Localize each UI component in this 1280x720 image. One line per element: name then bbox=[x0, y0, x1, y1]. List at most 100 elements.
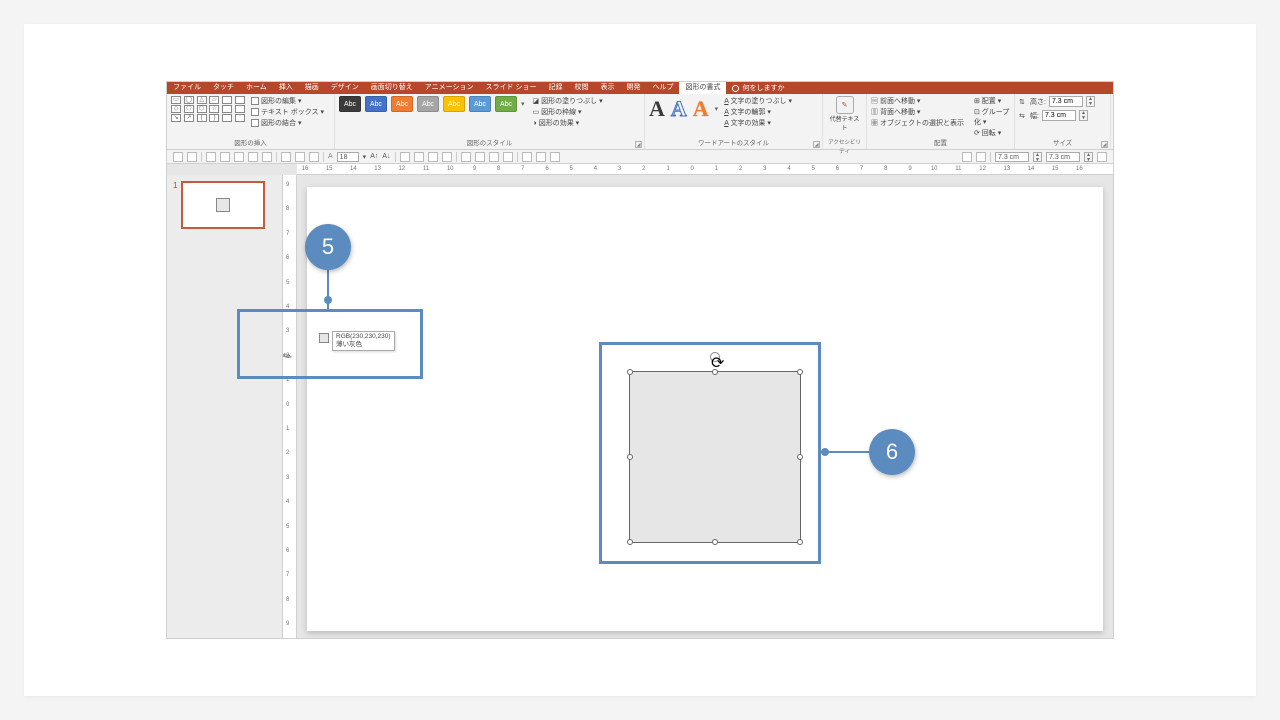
height-input[interactable] bbox=[1049, 96, 1083, 107]
slide-canvas[interactable]: ⟳ bbox=[297, 175, 1113, 638]
more-wordart-button[interactable]: ▾ bbox=[715, 105, 719, 113]
qat-button[interactable] bbox=[309, 152, 319, 162]
resize-handle[interactable] bbox=[712, 369, 718, 375]
height-spinner[interactable]: ▲▼ bbox=[1086, 96, 1095, 107]
ribbon-tab[interactable]: アニメーション bbox=[419, 82, 480, 94]
group-button[interactable]: ⊡ グループ化 ▾ bbox=[974, 107, 1010, 127]
qat-button[interactable] bbox=[187, 152, 197, 162]
qat-button[interactable] bbox=[234, 152, 244, 162]
qat-button[interactable] bbox=[475, 152, 485, 162]
font-size-input[interactable]: 18 bbox=[337, 152, 359, 162]
qat-button[interactable] bbox=[461, 152, 471, 162]
text-outline-button[interactable]: A 文字の輪郭 ▾ bbox=[724, 107, 792, 117]
more-presets-button[interactable]: ▾ bbox=[521, 100, 525, 108]
selected-shape[interactable]: ⟳ bbox=[629, 371, 801, 543]
shapes-gallery[interactable]: ▭◯△▱ ◇⬠⬡☆ ↘↗{} bbox=[171, 96, 247, 122]
ribbon-tab[interactable]: 挿入 bbox=[273, 82, 299, 94]
qat-spinner[interactable]: ▲▼ bbox=[1033, 152, 1042, 162]
ribbon-tab[interactable]: タッチ bbox=[207, 82, 240, 94]
style-preset[interactable]: Abc bbox=[417, 96, 439, 112]
qat-button[interactable] bbox=[503, 152, 513, 162]
dialog-launcher-icon[interactable]: ◢ bbox=[1101, 141, 1108, 148]
qat-button[interactable] bbox=[442, 152, 452, 162]
qat-button[interactable] bbox=[1097, 152, 1107, 162]
qat-button[interactable] bbox=[550, 152, 560, 162]
bring-forward-button[interactable]: ▤ 前面へ移動 ▾ bbox=[871, 96, 964, 106]
text-effects-button[interactable]: A 文字の効果 ▾ bbox=[724, 118, 792, 128]
qat-button[interactable] bbox=[206, 152, 216, 162]
ribbon-tab[interactable]: 記録 bbox=[542, 82, 568, 94]
alt-text-button[interactable]: ✎ 代替テキスト bbox=[830, 96, 860, 132]
style-preset[interactable]: Abc bbox=[443, 96, 465, 112]
resize-handle[interactable] bbox=[797, 454, 803, 460]
qat-button[interactable] bbox=[428, 152, 438, 162]
shape-effects-button[interactable]: ◑ 図形の効果 ▾ bbox=[533, 118, 603, 128]
selection-pane-button[interactable]: ▦ オブジェクトの選択と表示 bbox=[871, 118, 964, 128]
qat-button[interactable] bbox=[295, 152, 305, 162]
wordart-preset[interactable]: A bbox=[671, 96, 687, 122]
group-accessibility: ✎ 代替テキスト アクセシビリティ bbox=[823, 94, 867, 149]
style-preset[interactable]: Abc bbox=[339, 96, 361, 112]
resize-handle[interactable] bbox=[627, 454, 633, 460]
ribbon-tab[interactable]: 開発 bbox=[620, 82, 646, 94]
style-preset[interactable]: Abc bbox=[391, 96, 413, 112]
qat-spinner[interactable]: ▲▼ bbox=[1084, 152, 1093, 162]
ribbon-tab[interactable]: 画面切り替え bbox=[365, 82, 419, 94]
resize-handle[interactable] bbox=[627, 369, 633, 375]
ribbon-tab[interactable]: 表示 bbox=[594, 82, 620, 94]
qat-button[interactable] bbox=[976, 152, 986, 162]
ribbon-tab[interactable]: ヘルプ bbox=[646, 82, 679, 94]
group-insert-shapes: ▭◯△▱ ◇⬠⬡☆ ↘↗{} 図形の編集 ▾ テキスト ボックス ▾ 図形の結合… bbox=[167, 94, 335, 149]
edit-shape-button[interactable]: 図形の編集 ▾ bbox=[251, 96, 324, 106]
ribbon-tab[interactable]: ファイル bbox=[167, 82, 207, 94]
qat-dim1[interactable]: 7.3 cm bbox=[995, 152, 1029, 162]
annotation-dot bbox=[324, 296, 332, 304]
dialog-launcher-icon[interactable]: ◢ bbox=[635, 141, 642, 148]
qat-button[interactable] bbox=[962, 152, 972, 162]
quick-access-toolbar: A 18 ▾ A↑A↓ 7.3 cm ▲▼ 7.3 cm ▲▼ bbox=[167, 150, 1113, 164]
align-button[interactable]: ⊞ 配置 ▾ bbox=[974, 96, 1010, 106]
qat-button[interactable] bbox=[489, 152, 499, 162]
shape-fill-button[interactable]: ◪ 図形の塗りつぶし ▾ bbox=[533, 96, 603, 106]
qat-button[interactable] bbox=[281, 152, 291, 162]
resize-handle[interactable] bbox=[712, 539, 718, 545]
ribbon-tab[interactable]: 校閲 bbox=[568, 82, 594, 94]
style-preset[interactable]: Abc bbox=[365, 96, 387, 112]
ribbon-tab[interactable]: デザイン bbox=[325, 82, 365, 94]
wordart-gallery[interactable]: AAA▾ bbox=[649, 96, 718, 122]
qat-button[interactable] bbox=[536, 152, 546, 162]
dialog-launcher-icon[interactable]: ◢ bbox=[813, 141, 820, 148]
rotate-button[interactable]: ⟳ 回転 ▾ bbox=[974, 128, 1010, 138]
qat-button[interactable] bbox=[262, 152, 272, 162]
qat-button[interactable] bbox=[414, 152, 424, 162]
ribbon-tab[interactable]: 図形の書式 bbox=[679, 82, 726, 94]
ribbon-tab[interactable]: ホーム bbox=[240, 82, 273, 94]
qat-button[interactable] bbox=[522, 152, 532, 162]
wordart-preset[interactable]: A bbox=[649, 96, 665, 122]
shape-outline-button[interactable]: ▭ 図形の枠線 ▾ bbox=[533, 107, 603, 117]
resize-handle[interactable] bbox=[797, 539, 803, 545]
text-fill-button[interactable]: A 文字の塗りつぶし ▾ bbox=[724, 96, 792, 106]
qat-dim2[interactable]: 7.3 cm bbox=[1046, 152, 1080, 162]
width-input[interactable] bbox=[1042, 110, 1076, 121]
qat-button[interactable] bbox=[220, 152, 230, 162]
resize-handle[interactable] bbox=[627, 539, 633, 545]
wordart-preset[interactable]: A bbox=[693, 96, 709, 122]
style-preset[interactable]: Abc bbox=[469, 96, 491, 112]
rotation-handle[interactable]: ⟳ bbox=[710, 352, 720, 362]
width-spinner[interactable]: ▲▼ bbox=[1079, 110, 1088, 121]
resize-handle[interactable] bbox=[797, 369, 803, 375]
merge-shapes-button[interactable]: 図形の結合 ▾ bbox=[251, 118, 324, 128]
ribbon-tab[interactable]: スライド ショー bbox=[480, 82, 543, 94]
qat-button[interactable] bbox=[400, 152, 410, 162]
ribbon-tab[interactable]: 描画 bbox=[299, 82, 325, 94]
text-box-button[interactable]: テキスト ボックス ▾ bbox=[251, 107, 324, 117]
style-presets[interactable]: AbcAbcAbcAbcAbcAbcAbc▾ bbox=[339, 96, 525, 112]
qat-button[interactable] bbox=[248, 152, 258, 162]
qat-button[interactable] bbox=[173, 152, 183, 162]
tell-me-search[interactable]: 何をしますか bbox=[726, 83, 790, 93]
color-tooltip: RGB(230,230,230) 薄い灰色 bbox=[332, 331, 395, 351]
style-preset[interactable]: Abc bbox=[495, 96, 517, 112]
slide-thumbnail[interactable] bbox=[181, 181, 265, 229]
send-backward-button[interactable]: ▥ 背面へ移動 ▾ bbox=[871, 107, 964, 117]
